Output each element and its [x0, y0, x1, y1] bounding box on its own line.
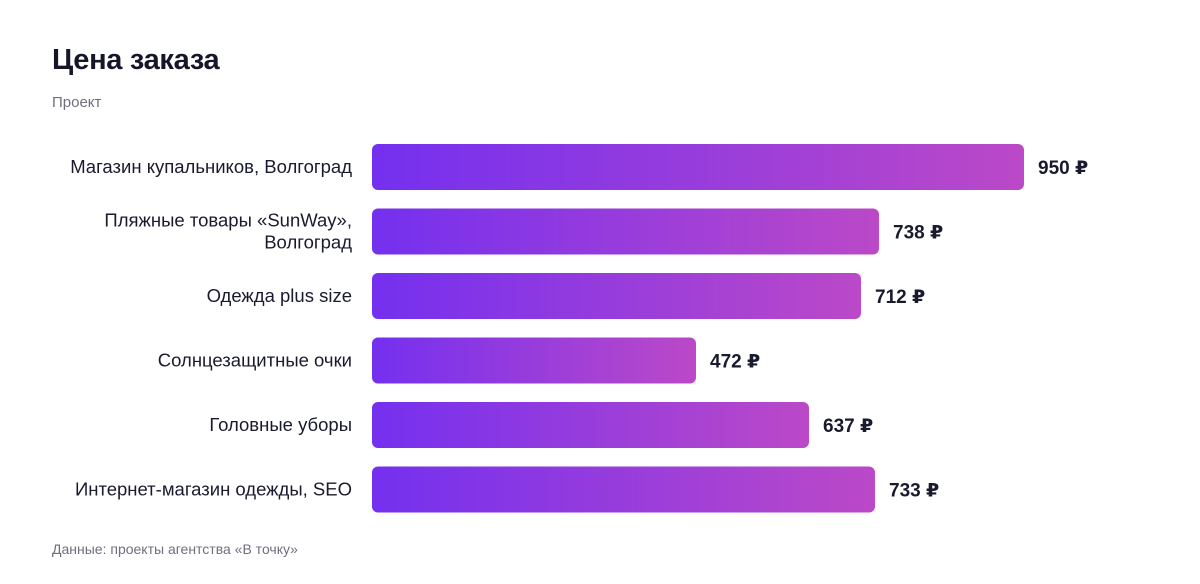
- chart-title: Цена заказа: [52, 44, 220, 76]
- value-label: 472 ₽: [710, 352, 760, 373]
- category-label: Головные уборы: [209, 414, 352, 435]
- category-label: Солнцезащитные очки: [158, 350, 352, 371]
- value-label: 950 ₽: [1038, 158, 1088, 179]
- value-label: 712 ₽: [875, 287, 925, 308]
- data-source-note: Данные: проекты агентства «В точку»: [52, 541, 298, 557]
- value-label: 738 ₽: [893, 223, 943, 244]
- category-label: Интернет-магазин одежды, SEO: [75, 479, 352, 500]
- chart-subtitle: Проект: [52, 94, 102, 111]
- category-label: Одежда plus size: [207, 285, 352, 306]
- category-label: Пляжные товары «SunWay», Волгоград: [104, 210, 352, 253]
- bar: [372, 402, 809, 448]
- bar: [372, 337, 696, 384]
- bar: [372, 466, 875, 513]
- bar: [372, 144, 1024, 190]
- value-label: 637 ₽: [823, 416, 873, 437]
- bar: [372, 273, 861, 319]
- value-label: 733 ₽: [889, 481, 939, 502]
- bar: [372, 208, 879, 255]
- category-label: Магазин купальников, Волгоград: [70, 156, 352, 177]
